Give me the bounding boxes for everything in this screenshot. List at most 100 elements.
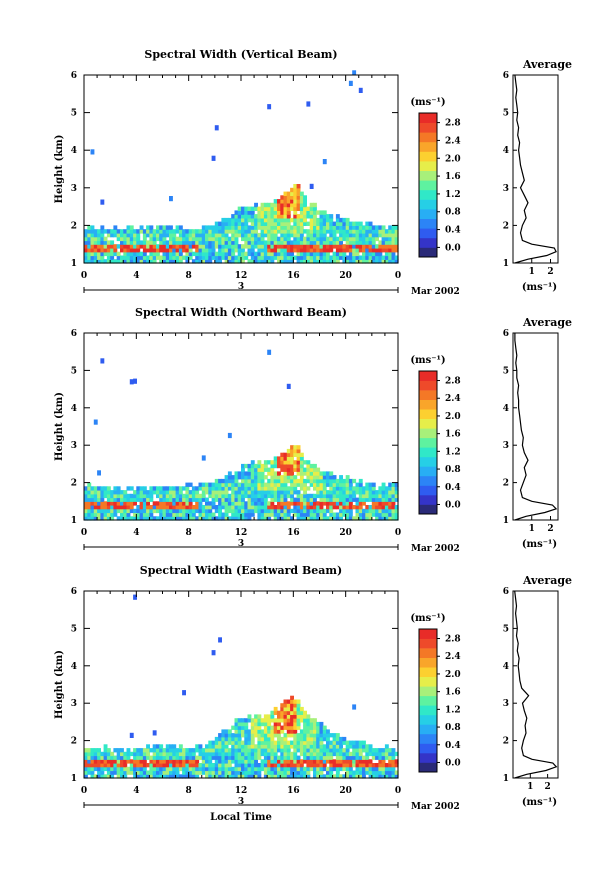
heatmap-cell bbox=[247, 766, 252, 772]
heatmap-cell bbox=[299, 740, 304, 745]
heatmap-cell bbox=[355, 755, 360, 760]
heatmap-cell bbox=[185, 512, 190, 517]
heatmap-cell bbox=[244, 751, 249, 757]
heatmap-cell bbox=[146, 244, 150, 249]
heatmap-cell bbox=[303, 770, 307, 775]
y-axis-label: Height (km) bbox=[54, 135, 65, 204]
heatmap-cell bbox=[322, 736, 327, 742]
y-tick-label: 3 bbox=[71, 441, 77, 451]
heatmap-cell bbox=[162, 497, 167, 502]
heatmap-cell bbox=[185, 508, 190, 514]
profile-x-label: (ms⁻¹) bbox=[522, 539, 557, 550]
profile-frame bbox=[512, 332, 559, 521]
heatmap-cell bbox=[358, 255, 363, 260]
heatmap-cell bbox=[322, 490, 327, 495]
heatmap-cell bbox=[162, 512, 167, 517]
profile-x-tick-label: 2 bbox=[547, 524, 553, 534]
heatmap-cell bbox=[283, 452, 288, 457]
heatmap-cell bbox=[241, 471, 245, 476]
heatmap-cell bbox=[234, 740, 239, 745]
heatmap-cell bbox=[326, 774, 330, 779]
heatmap-cell bbox=[296, 259, 301, 264]
heatmap-cell bbox=[185, 240, 190, 245]
heatmap-cell bbox=[313, 740, 317, 745]
heatmap-cell bbox=[123, 766, 128, 772]
heatmap-cell bbox=[283, 748, 288, 753]
heatmap-cell bbox=[241, 516, 245, 521]
heatmap-cell bbox=[273, 475, 278, 480]
heatmap-cell bbox=[280, 740, 285, 745]
heatmap-cell bbox=[316, 248, 321, 253]
heatmap-cell bbox=[178, 766, 183, 772]
heatmap-cell bbox=[172, 240, 177, 245]
heatmap-cell bbox=[378, 232, 383, 238]
heatmap-cell bbox=[156, 493, 160, 499]
heatmap-cell bbox=[224, 740, 229, 745]
heatmap-cell bbox=[293, 244, 298, 249]
heatmap-cell bbox=[188, 751, 193, 757]
heatmap-cell bbox=[123, 759, 128, 764]
heatmap-cell bbox=[394, 240, 399, 245]
heatmap-cell bbox=[116, 774, 121, 779]
heatmap-cell bbox=[142, 770, 147, 775]
heatmap-cell bbox=[306, 221, 311, 226]
heatmap-cell bbox=[299, 251, 304, 257]
heatmap-cell bbox=[257, 766, 262, 772]
heatmap-cell bbox=[93, 244, 98, 249]
heatmap-cell bbox=[345, 766, 350, 772]
heatmap-cell bbox=[218, 637, 222, 643]
heatmap-cell bbox=[329, 759, 334, 764]
heatmap-cell bbox=[345, 255, 350, 260]
heatmap-cell bbox=[149, 248, 154, 253]
heatmap-cell bbox=[218, 259, 222, 264]
heatmap-cell bbox=[159, 501, 164, 506]
heatmap-cell bbox=[355, 490, 360, 495]
heatmap-cell bbox=[375, 248, 379, 253]
heatmap-cell bbox=[165, 259, 170, 264]
heatmap-cell bbox=[175, 251, 180, 257]
heatmap-cell bbox=[394, 763, 399, 768]
heatmap-cell bbox=[126, 255, 131, 260]
heatmap-cell bbox=[394, 516, 399, 521]
heatmap-cell bbox=[365, 486, 370, 491]
heatmap-cell bbox=[254, 467, 258, 472]
heatmap-cell bbox=[260, 512, 265, 517]
heatmap-cell bbox=[188, 482, 193, 487]
heatmap-cell bbox=[381, 774, 386, 779]
heatmap-cell bbox=[375, 508, 379, 514]
heatmap-cell bbox=[188, 759, 193, 764]
heatmap-cell bbox=[191, 759, 196, 764]
heatmap-cell bbox=[293, 448, 298, 454]
heatmap-cell bbox=[319, 759, 324, 764]
heatmap-cell bbox=[139, 251, 144, 257]
heatmap-cell bbox=[280, 214, 285, 219]
heatmap-cell bbox=[319, 766, 324, 772]
heatmap-cell bbox=[136, 748, 141, 753]
heatmap-cell bbox=[188, 236, 193, 242]
heatmap-cell bbox=[375, 763, 379, 768]
heatmap-cell bbox=[348, 497, 353, 502]
heatmap-cell bbox=[391, 236, 396, 242]
heatmap-cell bbox=[227, 259, 232, 264]
heatmap-cell bbox=[198, 512, 203, 517]
heatmap-cell bbox=[250, 721, 255, 727]
heatmap-cell bbox=[293, 744, 298, 749]
heatmap-cell bbox=[247, 240, 252, 245]
heatmap-cell bbox=[227, 229, 232, 234]
heatmap-cell bbox=[296, 452, 301, 457]
heatmap-cell bbox=[322, 229, 327, 234]
heatmap-cell bbox=[306, 729, 311, 734]
heatmap-cell bbox=[280, 497, 285, 502]
heatmap-cell bbox=[221, 255, 226, 260]
heatmap-cell bbox=[303, 744, 307, 749]
heatmap-cell bbox=[388, 508, 393, 514]
colorbar-tick-label: 2.0 bbox=[445, 154, 461, 164]
heatmap-cell bbox=[296, 703, 301, 708]
heatmap-cell bbox=[214, 759, 219, 764]
heatmap-cell bbox=[93, 490, 98, 495]
heatmap-cell bbox=[175, 225, 180, 230]
heatmap-cell bbox=[165, 255, 170, 260]
heatmap-cell bbox=[247, 508, 252, 514]
y-tick-label: 4 bbox=[71, 146, 77, 156]
heatmap-cell bbox=[218, 759, 222, 764]
